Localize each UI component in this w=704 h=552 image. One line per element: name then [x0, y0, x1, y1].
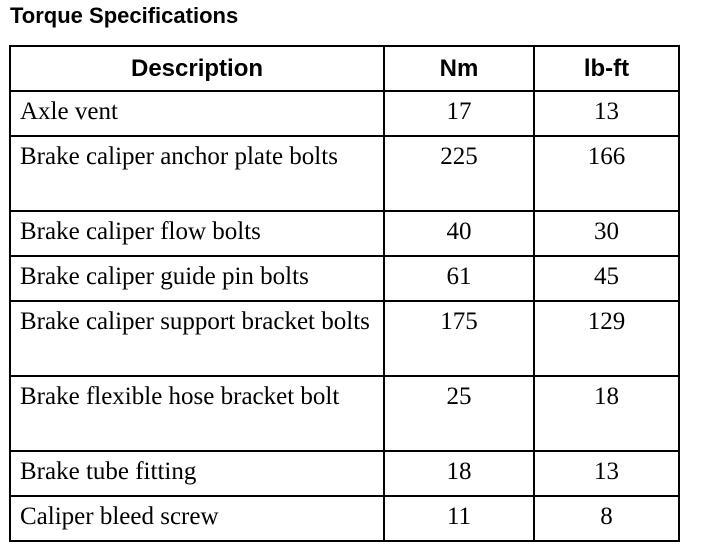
- cell-lbft: 166: [533, 135, 680, 212]
- cell-nm: 225: [383, 135, 535, 212]
- cell-nm: 11: [383, 495, 535, 542]
- table-row: Brake caliper guide pin bolts 61 45: [9, 255, 680, 302]
- cell-description: Axle vent: [9, 90, 385, 137]
- table-row: Brake tube fitting 18 13: [9, 450, 680, 497]
- cell-description: Brake caliper guide pin bolts: [9, 255, 385, 302]
- cell-lbft: 13: [533, 90, 680, 137]
- table-row: Axle vent 17 13: [9, 90, 680, 137]
- header-lbft: lb-ft: [533, 45, 680, 92]
- cell-description: Caliper bleed screw: [9, 495, 385, 542]
- cell-nm: 61: [383, 255, 535, 302]
- table-row: Brake caliper anchor plate bolts 225 166: [9, 135, 680, 212]
- cell-description: Brake caliper anchor plate bolts: [9, 135, 385, 212]
- cell-lbft: 30: [533, 210, 680, 257]
- cell-lbft: 13: [533, 450, 680, 497]
- cell-lbft: 129: [533, 300, 680, 377]
- header-nm: Nm: [383, 45, 535, 92]
- cell-nm: 40: [383, 210, 535, 257]
- cell-description: Brake flexible hose bracket bolt: [9, 375, 385, 452]
- cell-description: Brake caliper support bracket bolts: [9, 300, 385, 377]
- page-title: Torque Specifications: [10, 3, 239, 28]
- table-row: Caliper bleed screw 11 8: [9, 495, 680, 542]
- cell-lbft: 45: [533, 255, 680, 302]
- table-row: Brake caliper flow bolts 40 30: [9, 210, 680, 257]
- table-row: Brake caliper support bracket bolts 175 12…: [9, 300, 680, 377]
- cell-lbft: 18: [533, 375, 680, 452]
- cell-description: Brake tube fitting: [9, 450, 385, 497]
- cell-nm: 25: [383, 375, 535, 452]
- torque-spec-table: Description Nm lb-ft Axle vent 17 13 Brake …: [9, 45, 680, 542]
- cell-lbft: 8: [533, 495, 680, 542]
- cell-nm: 175: [383, 300, 535, 377]
- table-header-row: Description Nm lb-ft: [9, 45, 680, 92]
- header-description: Description: [9, 45, 385, 92]
- cell-nm: 17: [383, 90, 535, 137]
- cell-nm: 18: [383, 450, 535, 497]
- cell-description: Brake caliper flow bolts: [9, 210, 385, 257]
- table-row: Brake flexible hose bracket bolt 25 18: [9, 375, 680, 452]
